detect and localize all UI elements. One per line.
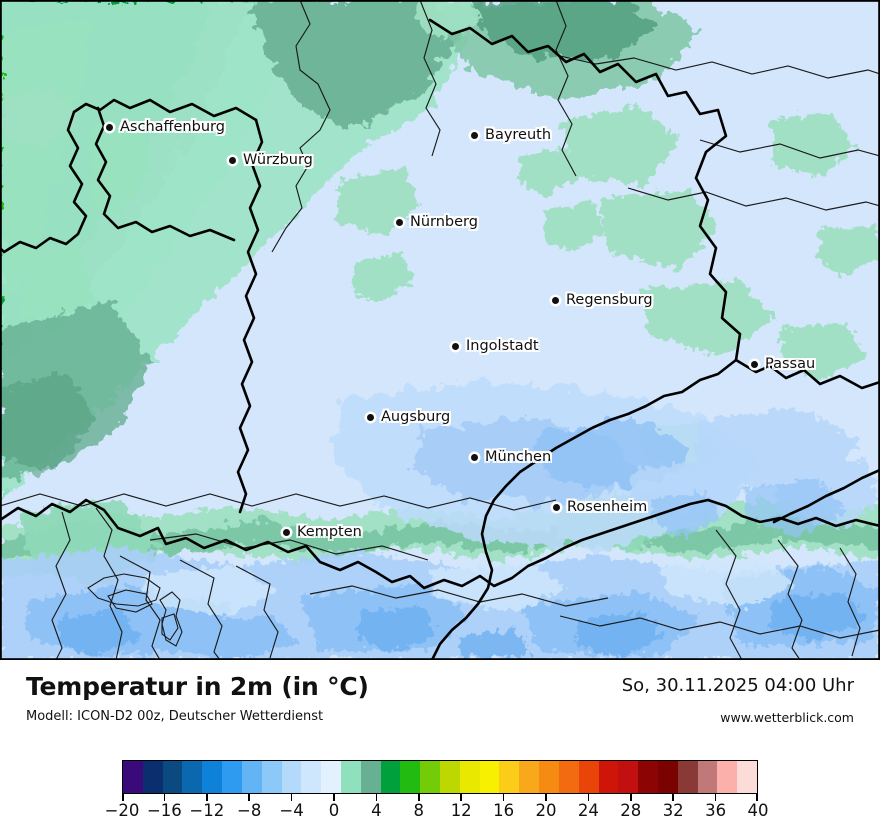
map-canvas — [0, 0, 880, 660]
colorbar-swatch — [737, 761, 757, 793]
colorbar-swatch — [281, 761, 302, 793]
valid-time: So, 30.11.2025 04:00 Uhr — [621, 675, 854, 696]
colorbar-swatch — [400, 761, 421, 793]
colorbar-tick-label: 40 — [747, 801, 769, 820]
colorbar-tick — [587, 794, 590, 801]
field-blue-alps — [0, 548, 880, 660]
temperature-map[interactable]: Aschaffenburg Würzburg Bayreuth Nürnberg Reg… — [0, 0, 880, 660]
field-mint-patches — [0, 0, 880, 474]
colorbar-tick — [418, 794, 420, 801]
colorbar-swatch — [618, 761, 639, 793]
colorbar-swatch — [697, 761, 718, 793]
colorbar-tick — [290, 794, 293, 801]
footer: Temperatur in 2m (in °C) Modell: ICON-D2… — [0, 660, 880, 750]
colorbar-swatch — [202, 761, 223, 793]
colorbar-tick-label: 8 — [413, 801, 425, 820]
colorbar-tick — [672, 794, 674, 801]
colorbar-swatch — [301, 761, 322, 793]
model-subtitle: Modell: ICON-D2 00z, Deutscher Wetterdie… — [26, 709, 324, 724]
map-frame — [0, 0, 880, 660]
colorbar-tick-labels: −20 −16 −12 −8 −4 0 4 8 12 16 20 24 28 32 36 40 — [105, 801, 769, 825]
colorbar-tick-label: −16 — [146, 801, 182, 820]
colorbar-swatch — [241, 761, 262, 793]
colorbar-tick — [122, 794, 124, 801]
colorbar-tick — [502, 794, 505, 801]
colorbar-swatch — [162, 761, 183, 793]
colorbar-tick — [545, 794, 547, 801]
temperature-colorbar[interactable]: −20 −16 −12 −8 −4 0 4 8 12 16 20 24 28 32 36 40 — [0, 752, 880, 830]
colorbar-swatch — [321, 761, 341, 793]
colorbar-tick — [756, 794, 758, 801]
colorbar-swatch — [340, 761, 361, 793]
colorbar-swatch — [539, 761, 559, 793]
colorbar-swatch — [638, 761, 658, 793]
colorbar-swatch — [420, 761, 440, 793]
colorbar-tick-label: 4 — [371, 801, 382, 820]
colorbar-tick-label: 0 — [328, 801, 340, 820]
colorbar-tick — [714, 794, 717, 801]
colorbar-tick — [375, 794, 378, 801]
colorbar-swatch — [677, 761, 698, 793]
colorbar-swatch — [123, 761, 143, 793]
colorbar-swatch — [459, 761, 480, 793]
colorbar-swatch — [479, 761, 500, 793]
colorbar-tick-label: 12 — [450, 801, 472, 820]
state-borders — [0, 0, 880, 660]
field-green-franconia — [0, 0, 700, 500]
colorbar-swatch — [558, 761, 579, 793]
colorbar-tick-label: −12 — [189, 801, 225, 820]
colorbar-tick-label: 20 — [535, 801, 557, 820]
colorbar-tick — [630, 794, 632, 801]
page-title: Temperatur in 2m (in °C) — [26, 672, 369, 701]
colorbar-tick — [460, 794, 462, 801]
colorbar-swatches[interactable] — [122, 760, 758, 794]
colorbar-tick-label: −4 — [279, 801, 304, 820]
colorbar-tick-label: 32 — [662, 801, 684, 820]
colorbar-swatch — [261, 761, 282, 793]
colorbar-swatch — [182, 761, 203, 793]
colorbar-tick-label: −20 — [104, 801, 140, 820]
colorbar-tick-label: 16 — [493, 801, 515, 820]
lake-outlines — [87, 573, 183, 647]
temperature-field-group — [0, 0, 880, 660]
colorbar-swatch — [657, 761, 678, 793]
colorbar-tick-label: −8 — [237, 801, 262, 820]
colorbar-tick — [248, 794, 250, 801]
website-url: www.wetterblick.com — [720, 710, 854, 725]
colorbar-swatch — [499, 761, 520, 793]
colorbar-swatch — [440, 761, 460, 793]
colorbar-tick — [206, 794, 208, 801]
colorbar-swatch — [519, 761, 540, 793]
colorbar-tick-label: 28 — [620, 801, 642, 820]
colorbar-swatch — [222, 761, 242, 793]
colorbar-swatch — [142, 761, 163, 793]
colorbar-tick-label: 24 — [577, 801, 599, 820]
colorbar-swatch — [578, 761, 599, 793]
colorbar-tick — [333, 794, 335, 801]
colorbar-swatch — [717, 761, 738, 793]
colorbar-tick — [163, 794, 166, 801]
country-borders — [0, 18, 880, 660]
colorbar-tick-label: 36 — [705, 801, 727, 820]
colorbar-swatch — [380, 761, 401, 793]
colorbar-swatch — [360, 761, 381, 793]
colorbar-swatch — [598, 761, 619, 793]
colorbar-ticks — [122, 794, 758, 801]
